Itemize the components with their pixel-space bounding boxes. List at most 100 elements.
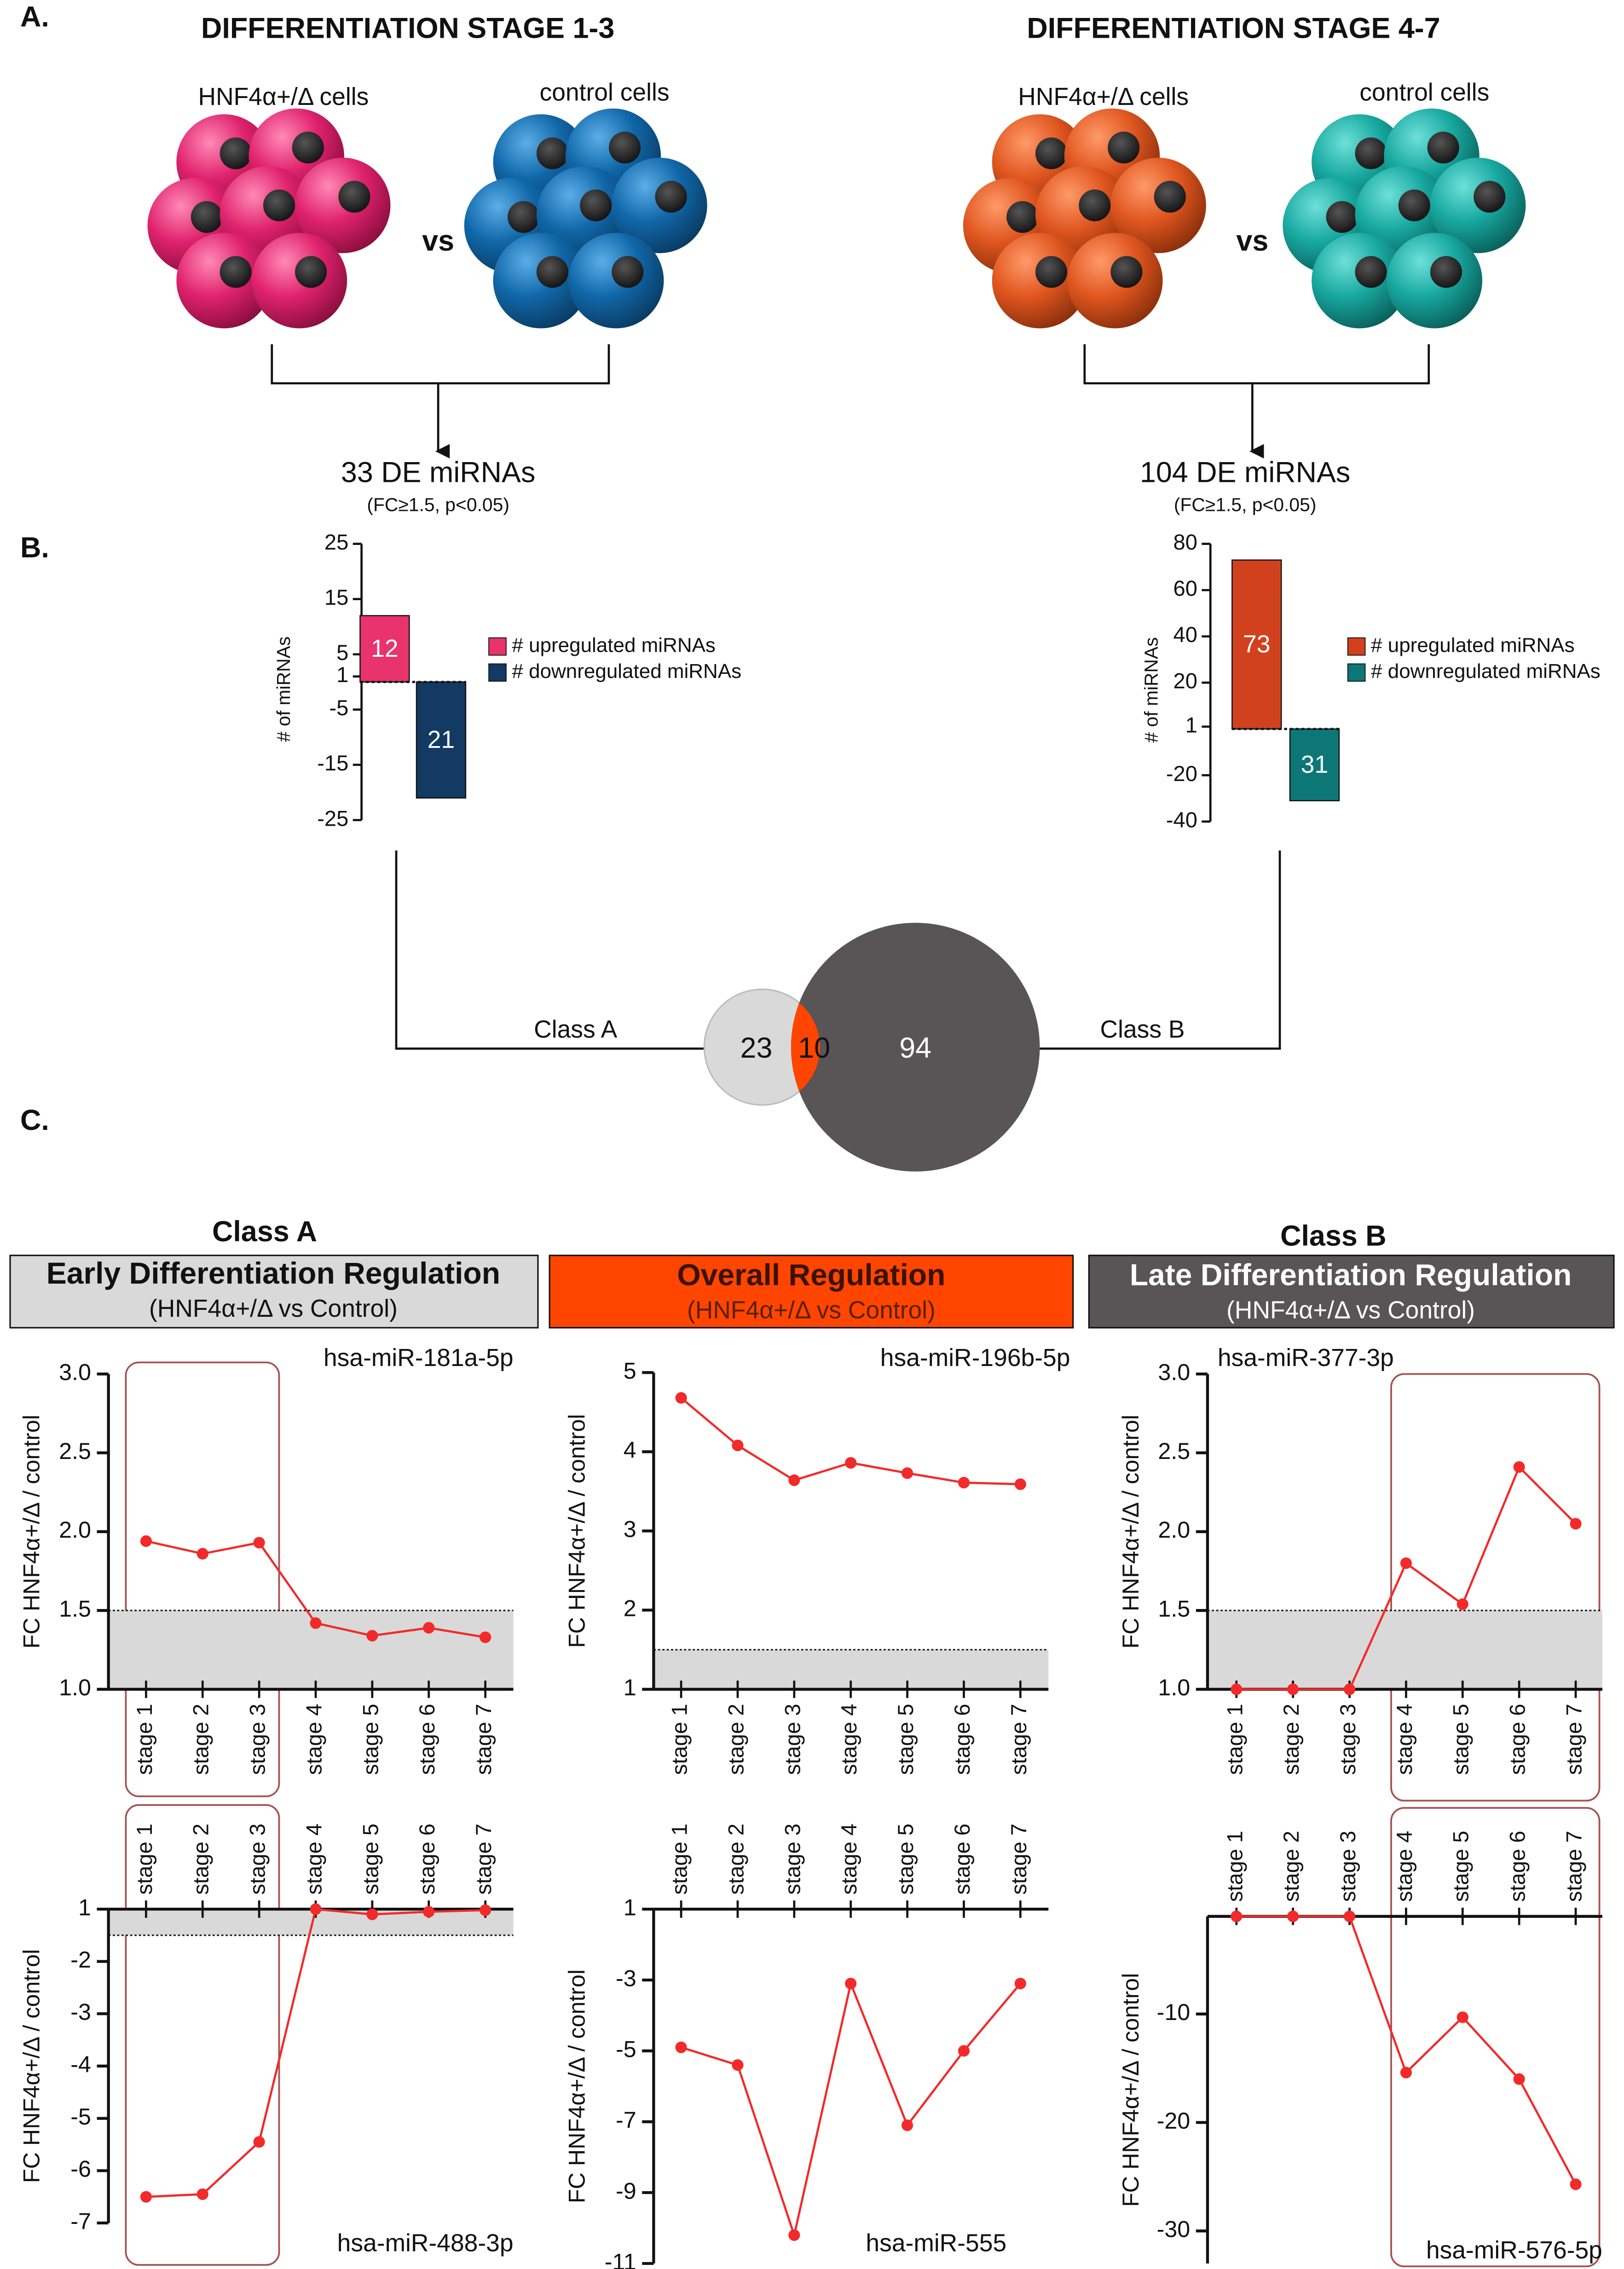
data-point <box>788 2229 800 2241</box>
class-title: Late Differentiation Regulation <box>1130 1257 1572 1291</box>
data-point <box>788 1474 800 1486</box>
cell-nucleus <box>1355 256 1387 288</box>
y-tick-label: 1 <box>1185 712 1197 737</box>
connector <box>395 850 1281 1050</box>
class-subtitle: (HNF4α+/Δ vs Control) <box>1226 1297 1475 1324</box>
de-criteria: (FC≥1.5, p<0.05) <box>367 494 509 515</box>
data-point <box>1343 1683 1356 1696</box>
cell-nucleus <box>295 256 327 288</box>
x-tick-label: stage 1 <box>667 1704 692 1775</box>
x-tick-label: stage 2 <box>189 1704 213 1775</box>
cell-nucleus <box>1154 180 1186 213</box>
y-tick-label: -20 <box>1166 761 1197 786</box>
y-tick-label: 4 <box>624 1437 636 1463</box>
y-tick-label: 1.5 <box>1158 1595 1190 1621</box>
bar-value-label: 21 <box>428 726 455 753</box>
y-axis-label: FC HNF4α+/Δ / control <box>563 1969 589 2203</box>
x-tick-label: stage 3 <box>245 1704 270 1775</box>
series-line <box>1236 1915 1577 2185</box>
y-tick-label: -3 <box>616 1965 636 1991</box>
data-point <box>253 1537 265 1549</box>
legend-label: # downregulated miRNAs <box>512 660 741 683</box>
x-tick-label: stage 7 <box>1561 1704 1586 1775</box>
data-point <box>845 1978 857 1990</box>
legend-label: # downregulated miRNAs <box>1371 660 1601 683</box>
mirna-name: hsa-miR-576-5p <box>1426 2237 1602 2264</box>
y-tick-label: -2 <box>70 1946 91 1973</box>
legend-swatch <box>1347 663 1366 682</box>
data-point <box>140 1535 152 1547</box>
mirna-name: hsa-miR-555 <box>866 2229 1006 2257</box>
data-point <box>196 2188 208 2200</box>
y-axis-label: # of miRNAs <box>1140 637 1162 742</box>
bar <box>1231 559 1282 730</box>
cell-nucleus <box>1355 137 1387 169</box>
panel-label: B. <box>20 532 49 564</box>
legend-swatch <box>488 663 507 682</box>
y-tick-label: 1.0 <box>59 1674 91 1701</box>
data-point <box>732 2059 744 2071</box>
class-title: Overall Regulation <box>677 1257 945 1291</box>
group-title: DIFFERENTIATION STAGE 4-7 <box>1027 12 1440 45</box>
x-tick-label: stage 3 <box>1335 1704 1360 1775</box>
y-tick-label: 1.5 <box>59 1595 91 1621</box>
y-tick-label: -9 <box>616 2177 636 2204</box>
y-tick-label: -30 <box>1157 2216 1191 2242</box>
x-tick-label: stage 5 <box>1449 1831 1473 1902</box>
cell-nucleus <box>1006 201 1039 233</box>
y-tick-label: 3.0 <box>1158 1359 1190 1385</box>
mirna-name: hsa-miR-488-3p <box>337 2229 514 2257</box>
data-point <box>1014 1478 1026 1490</box>
series-line <box>681 1980 1022 2240</box>
y-tick-label: -3 <box>70 1999 91 2025</box>
cell-label: control cells <box>540 79 670 106</box>
data-point <box>1570 1518 1582 1530</box>
cell-label: control cells <box>1359 79 1489 106</box>
cell-label: HNF4α+/Δ cells <box>1018 83 1189 110</box>
y-tick-label: 2.5 <box>59 1438 91 1464</box>
x-tick-label: stage 3 <box>245 1823 270 1895</box>
x-tick-label: stage 4 <box>1392 1704 1416 1775</box>
venn-circle-b <box>791 922 1040 1172</box>
x-tick-label: stage 1 <box>132 1704 156 1775</box>
data-point <box>902 2119 913 2131</box>
x-tick-label: stage 6 <box>950 1704 974 1775</box>
class-subtitle: (HNF4α+/Δ vs Control) <box>687 1297 936 1324</box>
x-tick-label: stage 4 <box>837 1823 861 1895</box>
class-box <box>1088 1255 1615 1329</box>
cell-nucleus <box>536 137 568 169</box>
y-tick-label: 60 <box>1173 576 1197 601</box>
cell-nucleus <box>220 256 252 288</box>
data-point <box>675 1392 687 1404</box>
legend-swatch <box>488 637 507 656</box>
vs-label: vs <box>422 225 454 257</box>
data-point <box>253 2136 265 2148</box>
vs-label: vs <box>1236 225 1268 257</box>
x-tick-label: stage 4 <box>837 1704 861 1775</box>
class-box <box>549 1255 1074 1329</box>
x-tick-label: stage 6 <box>1505 1704 1530 1775</box>
data-point <box>1456 1598 1468 1610</box>
x-tick-label: stage 2 <box>1279 1704 1303 1775</box>
y-tick-label: -20 <box>1157 2107 1191 2134</box>
x-tick-label: stage 1 <box>1222 1704 1247 1775</box>
y-tick-label: -25 <box>317 806 348 830</box>
y-tick-label: -5 <box>616 2036 636 2062</box>
y-tick-label: -6 <box>70 2156 91 2182</box>
data-point <box>958 1476 970 1488</box>
y-tick-label: -5 <box>70 2103 91 2130</box>
y-tick-label: 1.0 <box>1158 1674 1190 1701</box>
y-tick-label: -4 <box>70 2051 91 2077</box>
y-tick-label: 1 <box>624 1674 636 1701</box>
y-tick-label: 5 <box>336 640 348 665</box>
class-box <box>9 1255 539 1329</box>
data-point <box>845 1457 857 1469</box>
cell-nucleus <box>1398 189 1430 221</box>
x-tick-label: stage 1 <box>667 1823 692 1895</box>
x-tick-label: stage 5 <box>893 1823 918 1895</box>
x-tick-label: stage 5 <box>358 1704 382 1775</box>
cell-nucleus <box>612 256 644 288</box>
y-tick-label: 2 <box>624 1595 636 1621</box>
cell-nucleus <box>220 137 252 169</box>
